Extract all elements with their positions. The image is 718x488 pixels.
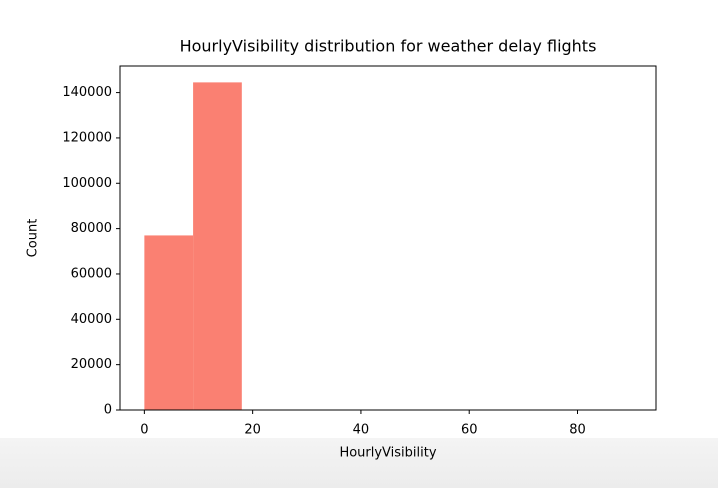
y-axis-label: Count <box>26 219 41 258</box>
x-tick-label: 40 <box>353 423 370 438</box>
y-tick-label: 120000 <box>62 130 112 145</box>
x-tick-label: 80 <box>569 423 586 438</box>
x-tick-label: 20 <box>244 423 261 438</box>
y-tick-label: 0 <box>104 403 112 418</box>
x-axis-label: HourlyVisibility <box>339 446 436 461</box>
bottom-band <box>0 438 718 488</box>
x-tick-label: 60 <box>461 423 478 438</box>
y-tick-label: 100000 <box>62 176 112 191</box>
axes-frame <box>119 65 657 411</box>
bar <box>193 82 242 410</box>
y-tick-label: 20000 <box>71 357 112 372</box>
y-tick-label: 40000 <box>71 312 112 327</box>
y-tick-label: 80000 <box>71 221 112 236</box>
bar <box>144 235 194 410</box>
chart-title: HourlyVisibility distribution for weathe… <box>180 37 597 56</box>
y-tick-label: 60000 <box>71 266 112 281</box>
y-tick-label: 140000 <box>62 85 112 100</box>
x-tick-label: 0 <box>140 423 148 438</box>
